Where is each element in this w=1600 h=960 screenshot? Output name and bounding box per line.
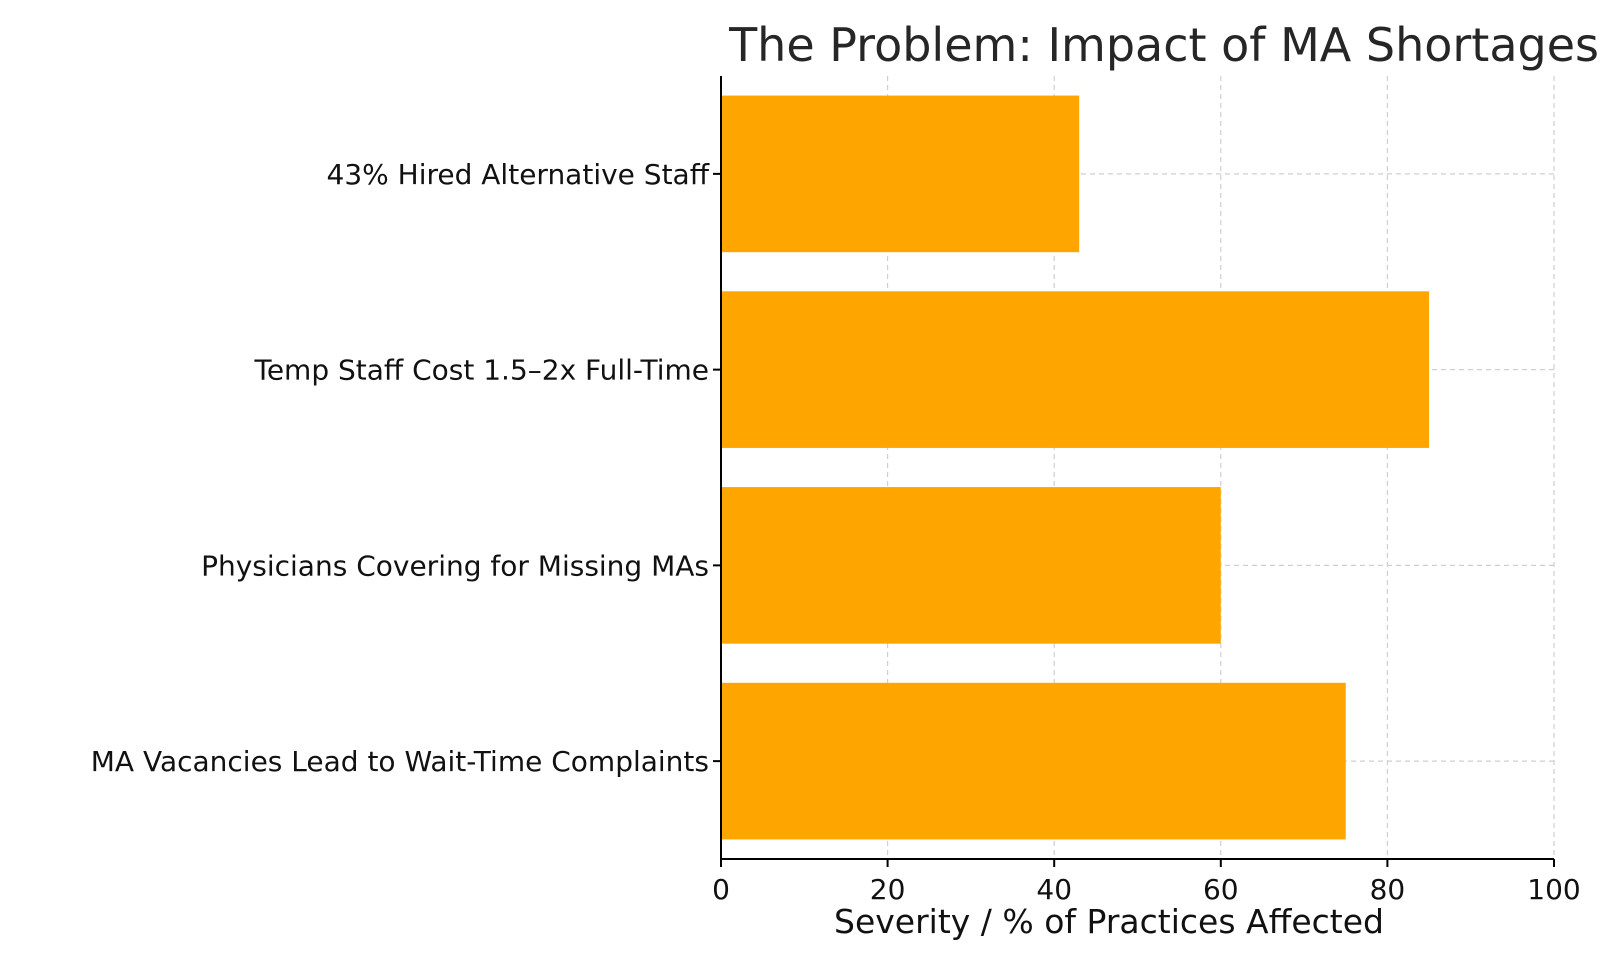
y-tick-label: Physicians Covering for Missing MAs	[201, 549, 709, 582]
axes-layer	[720, 76, 1554, 860]
y-tick-label: Temp Staff Cost 1.5–2x Full-Time	[253, 354, 709, 387]
x-tick-label: 100	[1527, 873, 1580, 906]
y-tick-label: MA Vacancies Lead to Wait-Time Complaint…	[91, 745, 709, 778]
x-tick-label: 0	[712, 873, 730, 906]
x-tick-label: 60	[1203, 873, 1239, 906]
y-tick-label: 43% Hired Alternative Staff	[327, 158, 710, 191]
bar	[721, 291, 1430, 448]
bar	[721, 487, 1221, 644]
x-tick-label: 80	[1370, 873, 1406, 906]
x-axis-label: Severity / % of Practices Affected	[834, 902, 1384, 941]
x-tick-label: 40	[1036, 873, 1072, 906]
bars-layer	[721, 95, 1430, 840]
x-tick-label: 20	[870, 873, 906, 906]
bar	[721, 682, 1346, 840]
bar	[721, 95, 1080, 253]
ticks-layer: 0 20 40 60 80 100 MA Vacancies Lead to Wait-Ti…	[91, 158, 1581, 906]
labels-layer: The Problem: Impact of MA Shortages Seve…	[728, 18, 1599, 941]
chart-title: The Problem: Impact of MA Shortages	[728, 18, 1599, 72]
